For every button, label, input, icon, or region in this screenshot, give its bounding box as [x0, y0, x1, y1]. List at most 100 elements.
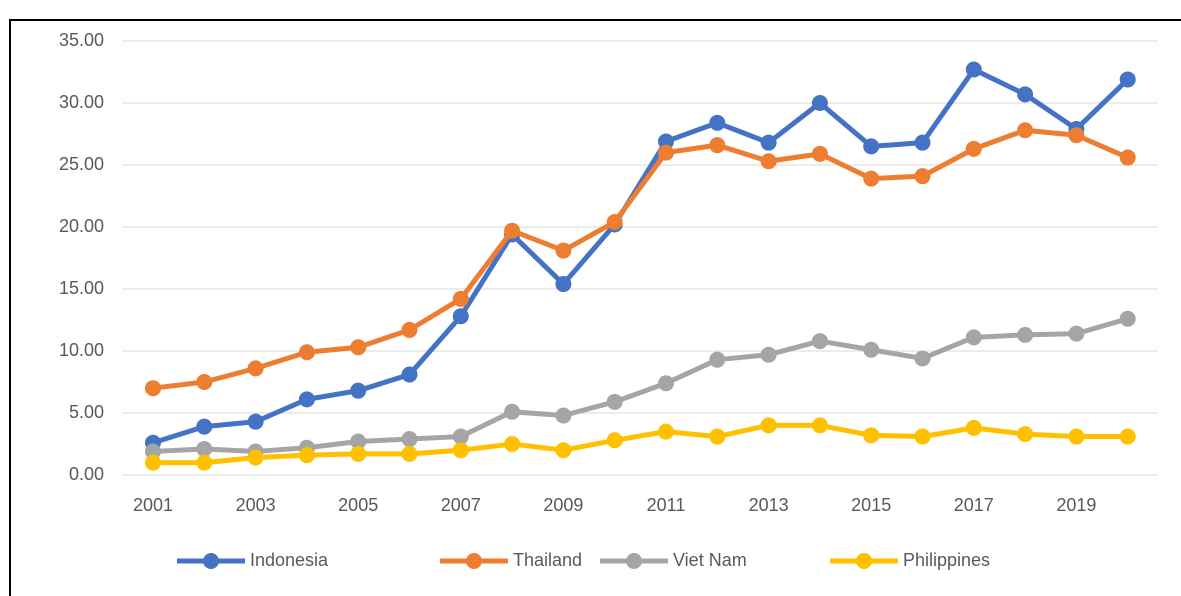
x-tick-label: 2005: [338, 495, 378, 515]
marker: [555, 407, 572, 424]
marker: [350, 445, 367, 462]
marker: [914, 428, 931, 445]
marker: [452, 442, 469, 459]
marker: [298, 344, 315, 361]
marker: [1119, 310, 1136, 327]
marker: [1017, 86, 1034, 103]
legend-label: Indonesia: [250, 550, 329, 570]
x-tick-label: 2015: [851, 495, 891, 515]
marker: [811, 417, 828, 434]
marker: [555, 442, 572, 459]
marker: [914, 350, 931, 367]
legend-label: Philippines: [903, 550, 990, 570]
y-tick-label: 5.00: [69, 402, 104, 422]
marker: [965, 329, 982, 346]
marker: [350, 433, 367, 450]
marker: [196, 374, 213, 390]
marker: [350, 339, 367, 356]
marker: [298, 391, 315, 408]
marker: [709, 137, 726, 154]
marker: [298, 447, 315, 464]
marker: [965, 140, 982, 157]
marker: [401, 366, 418, 383]
legend-marker: [626, 553, 642, 569]
marker: [863, 341, 880, 358]
legend-label: Thailand: [513, 550, 582, 570]
marker: [247, 360, 264, 377]
marker: [658, 423, 674, 440]
marker: [145, 454, 161, 471]
series-line: [152, 127, 1129, 391]
marker: [760, 153, 777, 170]
marker: [504, 436, 521, 452]
legend-label: Viet Nam: [673, 550, 747, 570]
legend-marker: [856, 553, 872, 569]
series-line: [152, 316, 1129, 454]
marker: [401, 431, 418, 448]
marker: [760, 346, 777, 363]
marker: [247, 449, 264, 466]
x-tick-label: 2009: [543, 495, 583, 515]
marker: [555, 276, 572, 293]
marker: [196, 440, 213, 457]
marker: [1068, 325, 1085, 342]
marker: [965, 419, 982, 436]
marker: [145, 443, 161, 460]
legend-marker: [203, 553, 219, 569]
marker: [247, 413, 264, 430]
x-tick-label: 2001: [133, 495, 173, 515]
marker: [709, 351, 726, 368]
marker: [811, 145, 828, 162]
marker: [1119, 71, 1136, 88]
y-tick-label: 35.00: [59, 30, 104, 50]
marker: [760, 417, 777, 434]
series-line: [152, 67, 1130, 446]
marker: [452, 428, 469, 445]
marker: [811, 95, 828, 111]
marker: [401, 445, 418, 462]
x-tick-label: 2011: [647, 495, 686, 515]
marker: [658, 144, 674, 161]
marker: [914, 168, 931, 185]
marker: [196, 418, 213, 435]
marker: [606, 214, 623, 231]
marker: [965, 61, 982, 78]
legend-marker: [466, 553, 482, 569]
marker: [452, 290, 469, 307]
series-line: [153, 422, 1128, 466]
x-tick-label: 2013: [749, 495, 789, 515]
x-tick-label: 2003: [236, 495, 276, 515]
marker: [709, 114, 726, 131]
marker: [350, 382, 367, 399]
marker: [1017, 326, 1034, 343]
marker: [504, 222, 521, 239]
marker: [1017, 122, 1034, 139]
marker: [1068, 127, 1085, 144]
marker: [606, 393, 623, 410]
marker: [452, 308, 469, 325]
x-tick-label: 2019: [1056, 495, 1096, 515]
marker: [1119, 428, 1136, 445]
marker: [1017, 426, 1034, 443]
marker: [1068, 428, 1085, 445]
marker: [811, 333, 828, 350]
x-tick-label: 2007: [441, 495, 481, 515]
y-tick-label: 25.00: [59, 154, 104, 174]
marker: [914, 134, 931, 151]
y-tick-label: 30.00: [59, 92, 104, 112]
marker: [196, 454, 213, 471]
marker: [658, 133, 674, 150]
marker: [1119, 149, 1136, 166]
marker: [555, 242, 572, 259]
marker: [658, 375, 674, 392]
marker: [401, 321, 418, 338]
marker: [863, 138, 880, 155]
marker: [145, 380, 161, 397]
marker: [504, 403, 521, 420]
x-tick-label: 2017: [954, 495, 994, 515]
y-tick-label: 20.00: [59, 216, 104, 236]
marker: [760, 134, 777, 151]
marker: [863, 170, 880, 187]
chart-border: [9, 19, 1181, 596]
